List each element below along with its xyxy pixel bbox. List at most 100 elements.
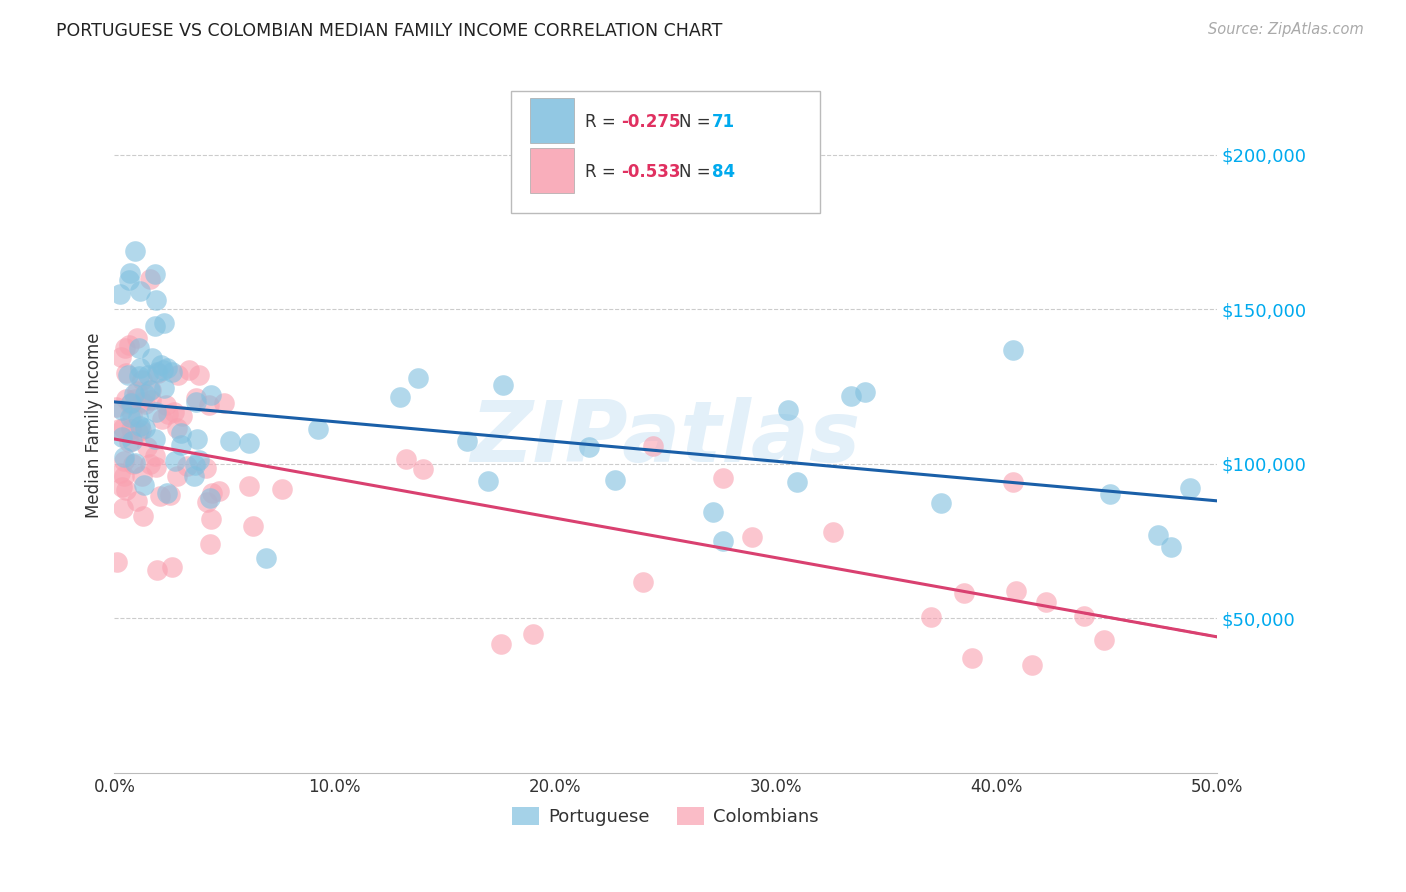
Point	[118, 435, 141, 450]
Point	[120, 410, 142, 425]
Point	[118, 338, 141, 352]
Point	[960, 650, 983, 665]
Point	[118, 266, 141, 280]
Point	[148, 367, 170, 381]
Point	[111, 430, 134, 444]
Point	[198, 398, 221, 412]
Point	[134, 387, 156, 401]
Point	[153, 381, 176, 395]
Point	[117, 368, 139, 382]
Point	[1146, 528, 1168, 542]
Point	[105, 555, 128, 569]
Point	[711, 533, 734, 548]
Legend: Portuguese, Colombians: Portuguese, Colombians	[505, 799, 825, 833]
Point	[198, 537, 221, 551]
Point	[200, 512, 222, 526]
Text: N =: N =	[679, 163, 716, 181]
Point	[105, 401, 128, 415]
Point	[218, 434, 240, 448]
Point	[115, 392, 138, 406]
Point	[129, 284, 152, 298]
Point	[159, 488, 181, 502]
Point	[395, 452, 418, 467]
Point	[201, 485, 224, 500]
Text: -0.533: -0.533	[621, 163, 681, 181]
Point	[120, 396, 142, 410]
Point	[111, 420, 134, 434]
Point	[1160, 540, 1182, 554]
Point	[149, 489, 172, 503]
Point	[162, 365, 184, 379]
Point	[1004, 584, 1026, 599]
Point	[412, 462, 434, 476]
Point	[711, 471, 734, 485]
Text: ZIPatlas: ZIPatlas	[471, 398, 860, 481]
Point	[778, 402, 800, 417]
Point	[128, 369, 150, 384]
Point	[145, 405, 167, 419]
Point	[150, 359, 173, 373]
Point	[1001, 475, 1024, 489]
Point	[200, 388, 222, 402]
Point	[165, 454, 187, 468]
Point	[166, 421, 188, 435]
Point	[170, 425, 193, 440]
Point	[112, 454, 135, 468]
Point	[238, 478, 260, 492]
Point	[118, 397, 141, 411]
Point	[238, 436, 260, 450]
Point	[170, 438, 193, 452]
Point	[187, 368, 209, 382]
Point	[124, 392, 146, 406]
FancyBboxPatch shape	[530, 147, 574, 193]
Point	[839, 389, 862, 403]
Point	[177, 363, 200, 377]
Point	[145, 460, 167, 475]
Point	[131, 394, 153, 409]
Point	[125, 331, 148, 345]
Point	[143, 432, 166, 446]
Point	[198, 491, 221, 506]
Point	[152, 363, 174, 377]
Point	[155, 398, 177, 412]
Point	[131, 468, 153, 483]
Point	[141, 351, 163, 365]
Point	[1178, 481, 1201, 495]
Point	[176, 459, 198, 474]
Point	[150, 412, 173, 426]
Point	[167, 368, 190, 383]
Point	[134, 397, 156, 411]
Point	[1002, 343, 1025, 357]
Point	[408, 371, 430, 385]
Point	[143, 450, 166, 464]
Point	[127, 494, 149, 508]
Point	[242, 518, 264, 533]
Point	[124, 456, 146, 470]
Point	[522, 627, 544, 641]
Point	[931, 496, 953, 510]
Point	[153, 316, 176, 330]
Point	[115, 366, 138, 380]
Text: 71: 71	[711, 113, 735, 131]
Point	[121, 408, 143, 422]
Point	[146, 562, 169, 576]
Point	[111, 501, 134, 516]
Point	[139, 392, 162, 407]
Point	[124, 244, 146, 259]
Point	[135, 441, 157, 455]
Point	[186, 432, 208, 446]
Point	[920, 610, 942, 624]
Point	[145, 293, 167, 307]
Point	[741, 530, 763, 544]
Text: 84: 84	[711, 163, 735, 181]
Point	[120, 422, 142, 436]
Point	[254, 550, 277, 565]
FancyBboxPatch shape	[530, 98, 574, 144]
Point	[122, 387, 145, 401]
Point	[307, 422, 329, 436]
Point	[139, 383, 162, 397]
Point	[186, 394, 208, 409]
Point	[139, 457, 162, 471]
Point	[134, 420, 156, 434]
Point	[641, 439, 664, 453]
